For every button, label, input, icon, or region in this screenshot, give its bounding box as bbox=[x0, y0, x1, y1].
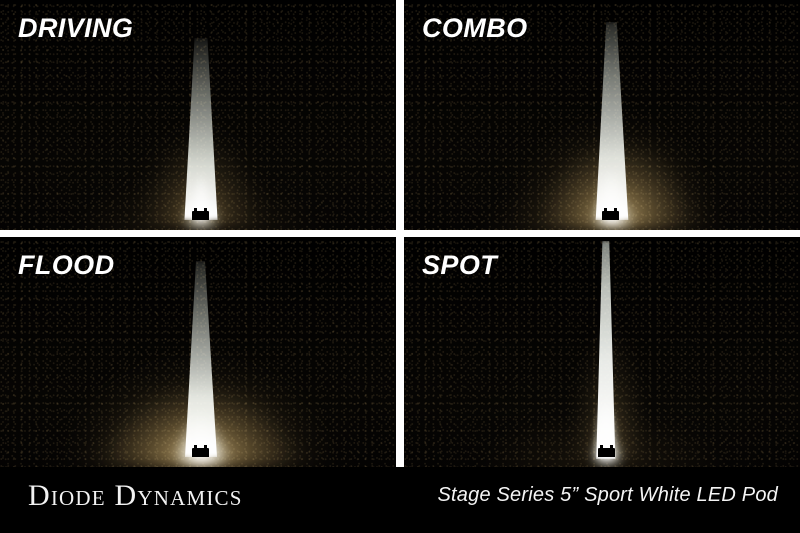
footer-bar: Diode Dynamics Stage Series 5” Sport Whi… bbox=[0, 467, 800, 533]
panel-label-driving: DRIVING bbox=[18, 13, 134, 43]
photo-grid: DRIVING COMBO FLOOD bbox=[0, 0, 800, 467]
panel-label-spot: SPOT bbox=[422, 250, 498, 280]
product-name: Stage Series 5” Sport White LED Pod bbox=[437, 484, 778, 506]
panel-flood: FLOOD bbox=[0, 237, 396, 467]
led-pod-fixture-driving bbox=[192, 208, 209, 220]
led-pod-fixture-combo bbox=[602, 208, 619, 220]
brand-wordmark: Diode Dynamics bbox=[28, 479, 243, 512]
led-pod-fixture-flood bbox=[192, 445, 209, 457]
panel-label-combo: COMBO bbox=[422, 13, 528, 43]
panel-label-flood: FLOOD bbox=[18, 250, 115, 280]
grid-divider-horizontal bbox=[0, 230, 800, 237]
panel-driving: DRIVING bbox=[0, 0, 396, 230]
led-pod-fixture-spot bbox=[598, 445, 615, 457]
panel-spot: SPOT bbox=[404, 237, 800, 467]
panel-combo: COMBO bbox=[404, 0, 800, 230]
